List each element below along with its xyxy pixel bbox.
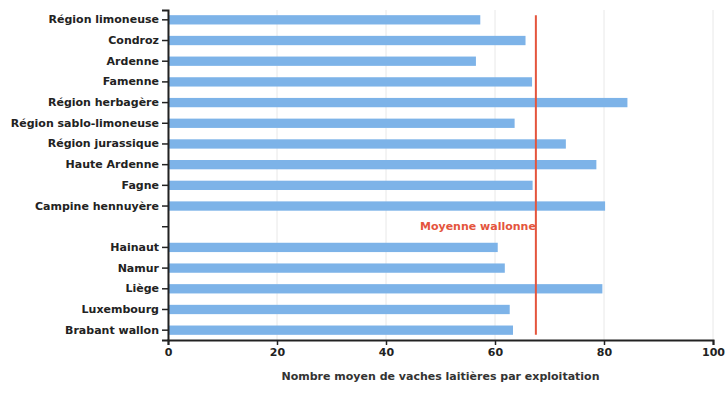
- bar: [168, 160, 596, 169]
- y-tick-label: Brabant wallon: [65, 324, 159, 337]
- y-tick-mark: [162, 102, 168, 104]
- annotation: Moyenne wallonne: [420, 220, 536, 233]
- y-tick-label: Hainaut: [110, 241, 159, 254]
- x-tick-label: 60: [488, 346, 504, 359]
- y-tick: Brabant wallon: [65, 324, 168, 337]
- bar: [168, 36, 526, 45]
- reference-line: [535, 15, 537, 335]
- bar: [168, 305, 510, 314]
- bar: [168, 98, 627, 107]
- bar: [168, 181, 533, 190]
- x-tick-label: 100: [702, 346, 725, 359]
- y-tick-mark: [162, 309, 168, 311]
- y-tick: Liège: [125, 282, 168, 295]
- bars: [168, 15, 627, 335]
- bar: [168, 77, 532, 86]
- y-tick-label: Fagne: [122, 179, 159, 192]
- y-tick-mark: [162, 164, 168, 166]
- y-axis-line: [162, 11, 169, 341]
- y-tick-mark: [162, 205, 168, 207]
- y-tick: [162, 226, 168, 227]
- grid-line: [713, 10, 714, 340]
- y-tick-mark: [162, 226, 168, 228]
- bar: [168, 263, 505, 272]
- y-tick-label: Région sablo-limoneuse: [11, 117, 159, 130]
- y-tick-mark: [162, 288, 168, 290]
- y-tick-label: Région jurassique: [48, 137, 159, 150]
- y-tick: Campine hennuyère: [35, 200, 168, 213]
- x-tick-label: 0: [165, 346, 173, 359]
- x-tick-mark: [604, 340, 606, 345]
- y-tick: Ardenne: [107, 55, 168, 68]
- y-tick-mark: [162, 81, 168, 83]
- bar: [168, 15, 480, 24]
- y-tick: Luxembourg: [82, 303, 168, 316]
- y-tick: Haute Ardenne: [66, 158, 168, 171]
- y-tick: Région sablo-limoneuse: [11, 117, 168, 130]
- bar: [168, 243, 498, 252]
- bar: [168, 284, 602, 293]
- bar: [168, 201, 605, 210]
- y-tick: Fagne: [122, 179, 168, 192]
- y-tick-label: Région limoneuse: [49, 13, 159, 26]
- y-tick-mark: [162, 247, 168, 249]
- y-tick-label: Namur: [118, 262, 160, 275]
- y-tick-label: Ardenne: [107, 55, 159, 68]
- y-tick: Famenne: [103, 75, 168, 88]
- y-tick-label: Région herbagère: [48, 96, 159, 109]
- y-tick-label: Liège: [125, 282, 159, 295]
- y-tick-mark: [162, 60, 168, 62]
- y-tick-mark: [162, 123, 168, 125]
- x-axis-line: [169, 341, 714, 346]
- x-axis-title: Nombre moyen de vaches laitières par exp…: [282, 370, 600, 383]
- x-tick-mark: [713, 340, 715, 345]
- y-tick-mark: [162, 40, 168, 42]
- y-tick-label: Famenne: [103, 75, 159, 88]
- x-tick: 40: [379, 340, 395, 359]
- grid: [168, 10, 713, 340]
- y-tick-mark: [162, 185, 168, 187]
- x-tick: 80: [597, 340, 613, 359]
- x-tick-label: 20: [270, 346, 286, 359]
- x-tick-mark: [386, 340, 388, 345]
- y-tick-mark: [162, 143, 168, 145]
- chart: Moyenne wallonne 0 20 40 60 80 100 Région limon…: [0, 0, 725, 400]
- x-tick-label: 40: [379, 346, 395, 359]
- x-tick: 20: [270, 340, 286, 359]
- y-tick: Condroz: [108, 34, 168, 47]
- y-tick: Région jurassique: [48, 137, 168, 150]
- x-tick-mark: [495, 340, 497, 345]
- x-tick: 60: [488, 340, 504, 359]
- y-axis: Région limoneuse Condroz Ardenne Famenne Rég…: [11, 11, 169, 341]
- y-tick-label: Condroz: [108, 34, 159, 47]
- y-tick-label: Haute Ardenne: [66, 158, 159, 171]
- plot: Moyenne wallonne 0 20 40 60 80 100 Région limon…: [11, 10, 725, 359]
- bar: [168, 326, 513, 335]
- x-axis: 0 20 40 60 80 100: [165, 340, 725, 359]
- y-tick-mark: [162, 267, 168, 269]
- x-tick-label: 80: [597, 346, 613, 359]
- y-tick-mark: [162, 329, 168, 331]
- bar: [168, 139, 566, 148]
- bar: [168, 57, 476, 66]
- bar: [168, 119, 515, 128]
- x-tick: 100: [702, 340, 725, 359]
- y-tick: Région herbagère: [48, 96, 168, 109]
- x-tick: 0: [165, 340, 173, 359]
- y-tick: Namur: [118, 262, 168, 275]
- y-tick-label: Luxembourg: [82, 303, 159, 316]
- y-tick: Région limoneuse: [49, 13, 168, 26]
- grid-line: [604, 10, 605, 340]
- y-tick-mark: [162, 19, 168, 21]
- y-tick-label: Campine hennuyère: [35, 200, 159, 213]
- x-tick-mark: [277, 340, 279, 345]
- y-tick: Hainaut: [110, 241, 168, 254]
